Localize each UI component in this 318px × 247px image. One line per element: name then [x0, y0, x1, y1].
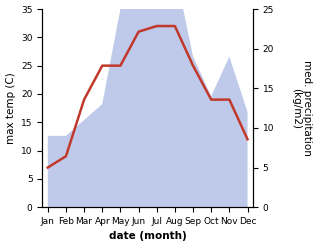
X-axis label: date (month): date (month) [109, 231, 187, 242]
Y-axis label: med. precipitation
(kg/m2): med. precipitation (kg/m2) [291, 60, 313, 156]
Y-axis label: max temp (C): max temp (C) [5, 72, 16, 144]
